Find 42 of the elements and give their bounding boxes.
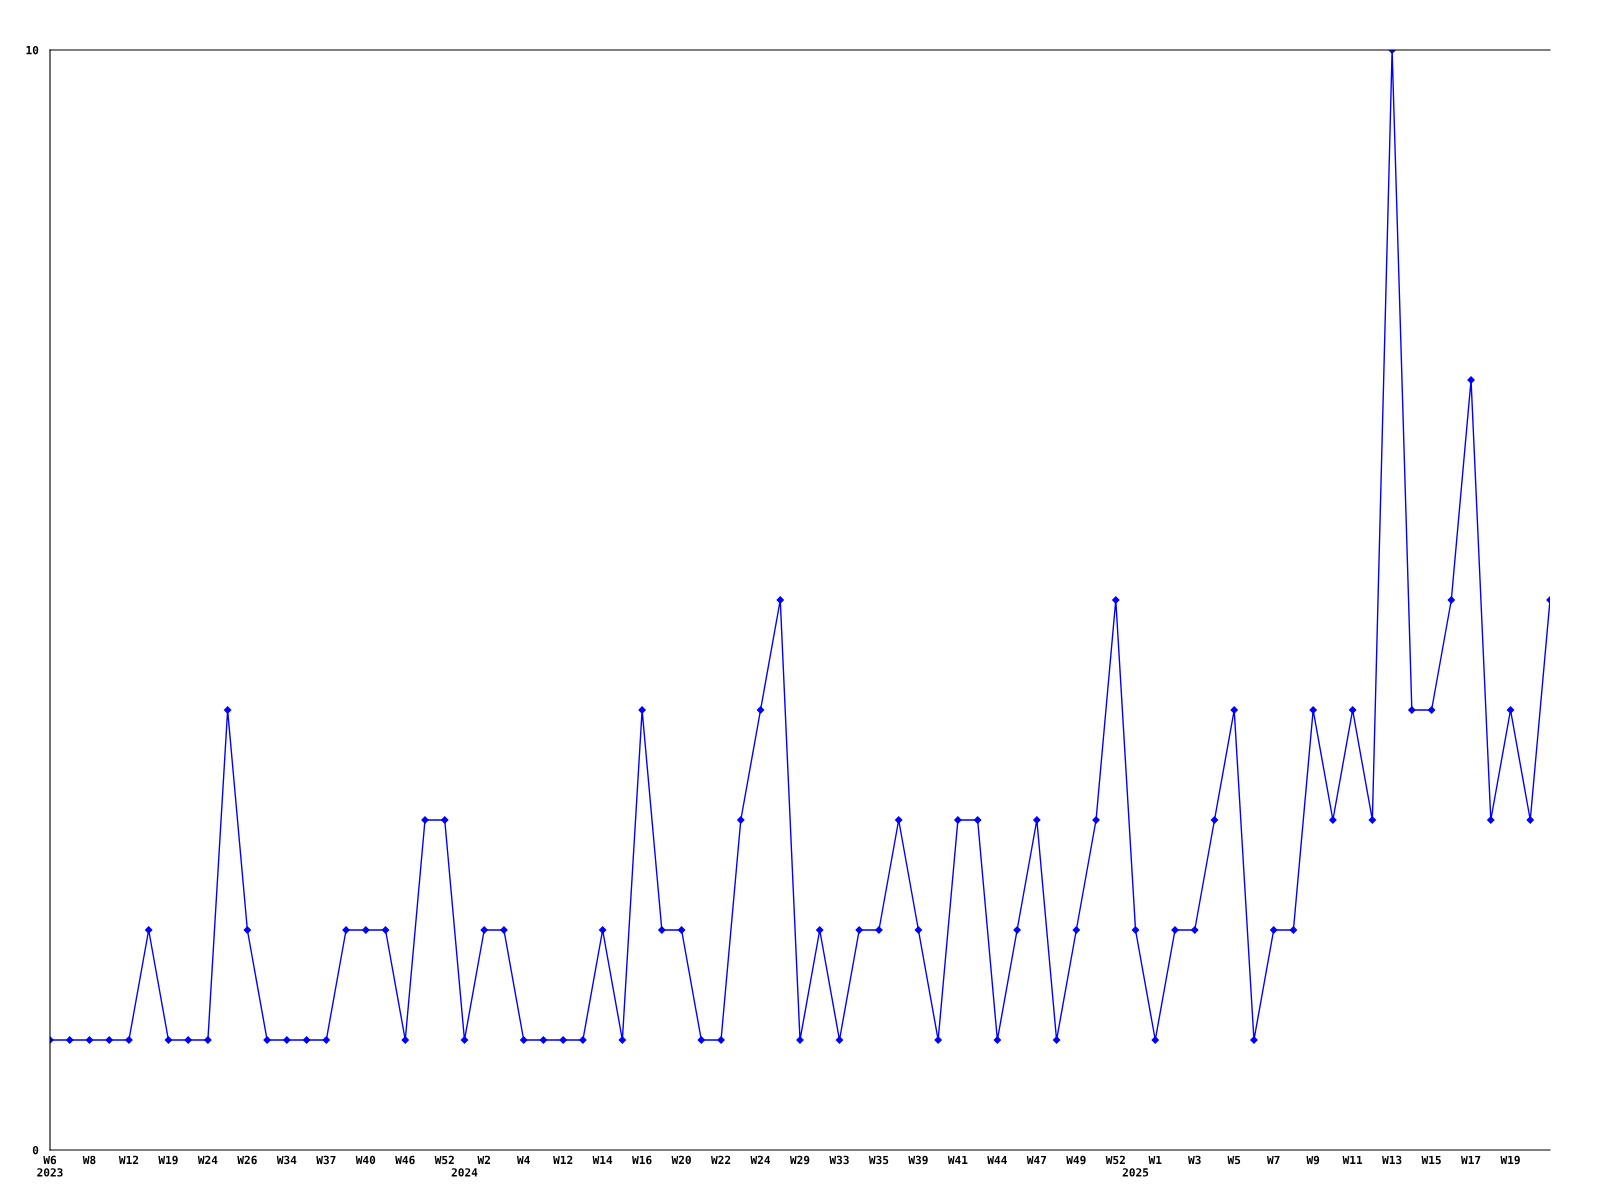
x-tick-label: W16 xyxy=(632,1155,652,1165)
x-tick-label: W44 xyxy=(987,1155,1007,1164)
x-tick-label: W14 xyxy=(592,1155,613,1164)
x-tick-label: W9 xyxy=(1306,1155,1320,1165)
x-tick-label: W3 xyxy=(1188,1155,1201,1165)
x-tick-label: W40 xyxy=(355,1155,376,1165)
x-tick-label: W4 xyxy=(516,1155,530,1164)
x-tick-label: W29 xyxy=(789,1155,810,1165)
x-tick-label: W1 xyxy=(1148,1155,1162,1164)
x-tick-label: W8 xyxy=(82,1155,96,1165)
x-tick-label: W52 xyxy=(434,1155,454,1165)
x-tick-label: W33 xyxy=(829,1155,849,1165)
y-tick-label: 10 xyxy=(26,45,39,55)
x-tick-label: W20 xyxy=(671,1155,691,1165)
x-tick-label: W34 xyxy=(276,1155,297,1165)
x-tick-label: W41 xyxy=(947,1155,968,1164)
x-tick-label: W12 xyxy=(553,1155,573,1164)
x-tick-label: W13 xyxy=(1382,1155,1402,1165)
x-tick-label: W49 xyxy=(1066,1155,1086,1165)
x-tick-label: W24 xyxy=(750,1155,771,1164)
x-tick-label: W37 xyxy=(316,1155,336,1165)
x-tick-label: W5 xyxy=(1227,1155,1241,1165)
x-tick-label: W26 xyxy=(237,1155,257,1165)
x-tick-label: 2024 xyxy=(451,1168,478,1177)
x-tick-label: W19 xyxy=(158,1155,178,1165)
x-tick-label: W24 xyxy=(197,1155,218,1164)
x-tick-label: W46 xyxy=(395,1155,415,1165)
x-tick-label: W17 xyxy=(1461,1155,1481,1164)
x-tick-label: W52 xyxy=(1105,1155,1125,1165)
x-tick-label: W7 xyxy=(1266,1155,1280,1164)
x-tick-label: W19 xyxy=(1500,1155,1520,1165)
x-tick-label: W12 xyxy=(118,1155,139,1164)
x-tick-label: W6 2023 xyxy=(37,1155,63,1177)
y-tick-label: 0 xyxy=(32,1145,39,1155)
x-tick-label: W11 xyxy=(1342,1155,1363,1164)
x-tick-label: W22 xyxy=(711,1155,731,1164)
x-tick-label: W39 xyxy=(908,1155,928,1165)
x-tick-label: W15 xyxy=(1421,1155,1441,1165)
x-tick-label: 2025 xyxy=(1122,1168,1149,1177)
x-tick-label: W2 xyxy=(477,1155,490,1164)
x-tick-label: W47 xyxy=(1026,1155,1047,1164)
x-tick-label: W35 xyxy=(868,1155,889,1165)
